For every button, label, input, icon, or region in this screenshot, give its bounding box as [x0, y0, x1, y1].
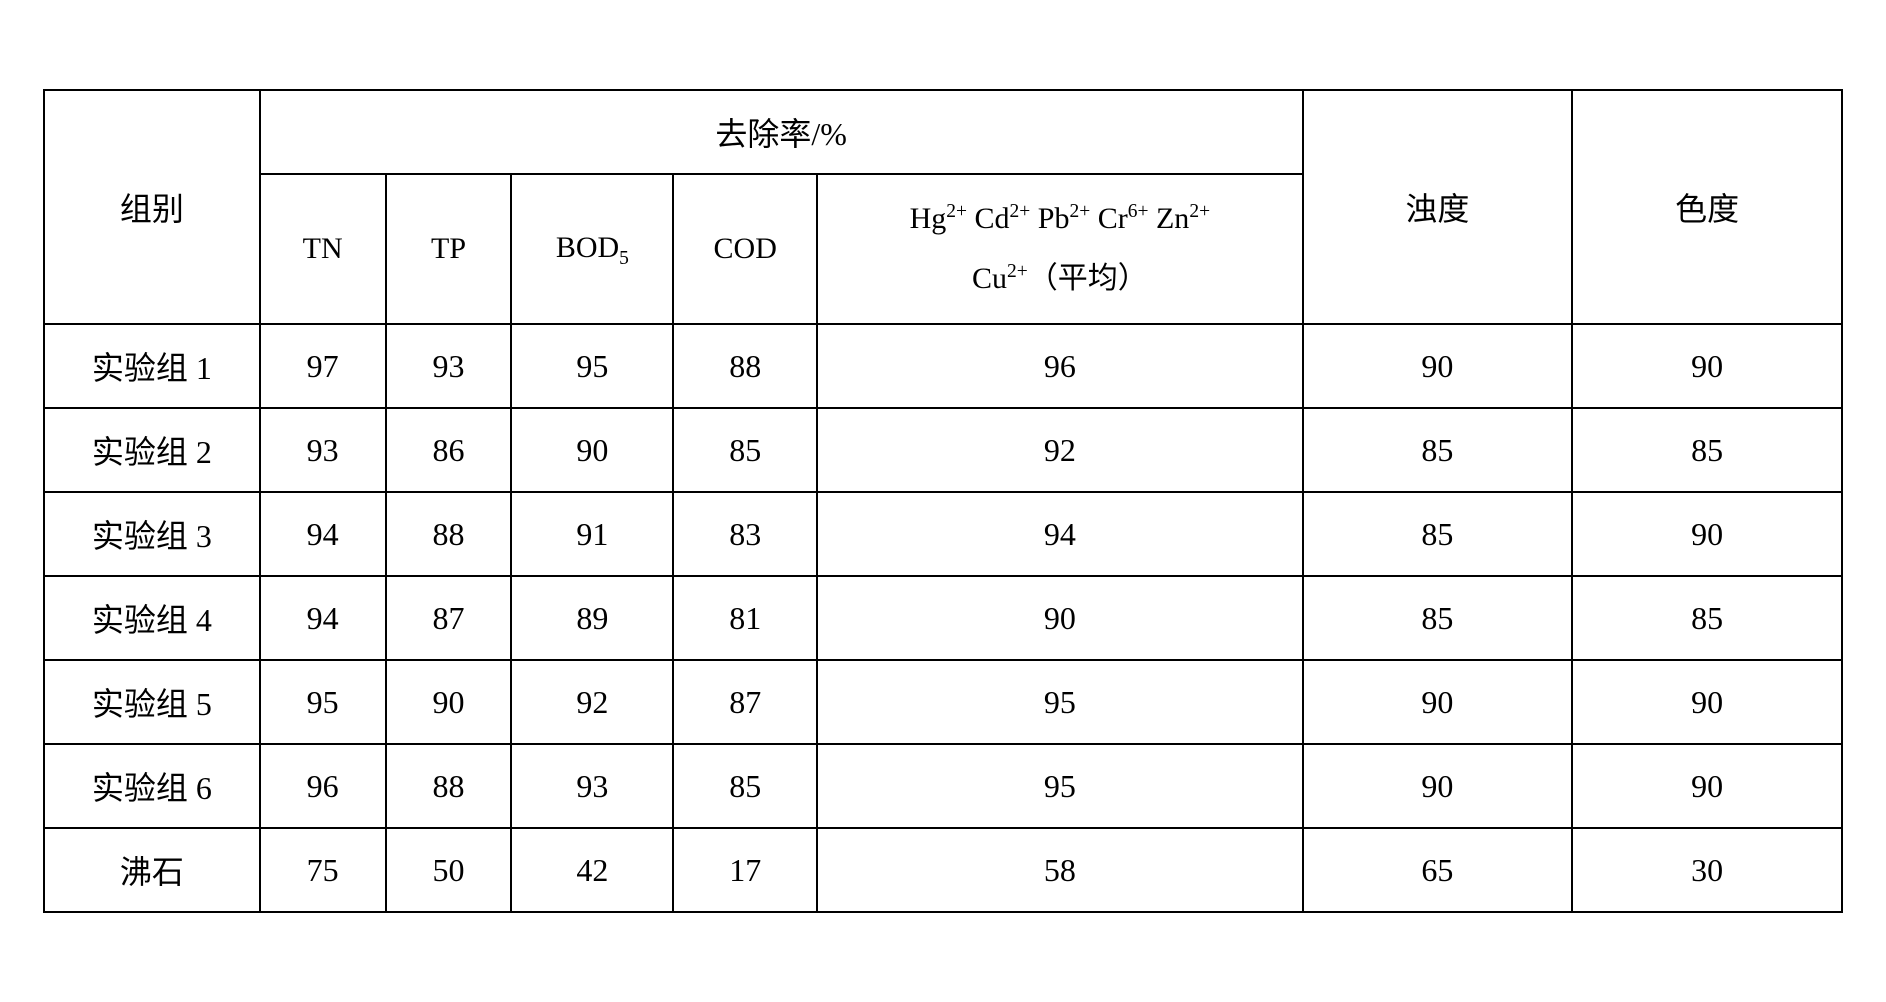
header-group: 组别 [44, 90, 260, 324]
cell-turbidity: 90 [1303, 324, 1573, 408]
cell-cod: 85 [673, 744, 817, 828]
cell-tp: 88 [386, 744, 512, 828]
row-label: 实验组 6 [44, 744, 260, 828]
cell-bod5: 92 [511, 660, 673, 744]
cell-metals: 58 [817, 828, 1302, 912]
cell-tp: 50 [386, 828, 512, 912]
header-removal-rate: 去除率/% [260, 90, 1303, 174]
table-body: 实验组 1 97 93 95 88 96 90 90 实验组 2 93 86 9… [44, 324, 1842, 912]
cell-bod5: 90 [511, 408, 673, 492]
cell-cod: 85 [673, 408, 817, 492]
cell-tp: 88 [386, 492, 512, 576]
row-label: 实验组 2 [44, 408, 260, 492]
cell-chroma: 90 [1572, 324, 1842, 408]
cell-metals: 96 [817, 324, 1302, 408]
header-chroma: 色度 [1572, 90, 1842, 324]
cell-metals: 95 [817, 660, 1302, 744]
cell-tn: 75 [260, 828, 386, 912]
table-row: 实验组 3 94 88 91 83 94 85 90 [44, 492, 1842, 576]
header-row-1: 组别 去除率/% 浊度 色度 [44, 90, 1842, 174]
cell-tn: 95 [260, 660, 386, 744]
cell-tp: 86 [386, 408, 512, 492]
header-turbidity: 浊度 [1303, 90, 1573, 324]
cell-turbidity: 90 [1303, 744, 1573, 828]
cell-metals: 92 [817, 408, 1302, 492]
cell-chroma: 90 [1572, 492, 1842, 576]
removal-rate-table: 组别 去除率/% 浊度 色度 TN TP BOD5 COD Hg2+ Cd2+ … [43, 89, 1843, 913]
row-label: 沸石 [44, 828, 260, 912]
cell-chroma: 30 [1572, 828, 1842, 912]
cell-tp: 93 [386, 324, 512, 408]
table-row: 沸石 75 50 42 17 58 65 30 [44, 828, 1842, 912]
cell-cod: 88 [673, 324, 817, 408]
header-tp: TP [386, 174, 512, 324]
cell-tn: 96 [260, 744, 386, 828]
cell-cod: 87 [673, 660, 817, 744]
cell-tp: 87 [386, 576, 512, 660]
cell-turbidity: 85 [1303, 408, 1573, 492]
cell-chroma: 90 [1572, 660, 1842, 744]
cell-turbidity: 85 [1303, 576, 1573, 660]
cell-tn: 93 [260, 408, 386, 492]
data-table-container: 组别 去除率/% 浊度 色度 TN TP BOD5 COD Hg2+ Cd2+ … [43, 89, 1843, 913]
cell-bod5: 42 [511, 828, 673, 912]
cell-bod5: 89 [511, 576, 673, 660]
metals-line-1: Hg2+ Cd2+ Pb2+ Cr6+ Zn2+ [910, 202, 1210, 235]
header-tn: TN [260, 174, 386, 324]
cell-tn: 97 [260, 324, 386, 408]
row-label: 实验组 3 [44, 492, 260, 576]
metals-line-2: Cu2+（平均） [972, 262, 1148, 295]
cell-metals: 95 [817, 744, 1302, 828]
cell-metals: 94 [817, 492, 1302, 576]
cell-cod: 83 [673, 492, 817, 576]
table-row: 实验组 4 94 87 89 81 90 85 85 [44, 576, 1842, 660]
cell-chroma: 85 [1572, 576, 1842, 660]
cell-turbidity: 90 [1303, 660, 1573, 744]
table-row: 实验组 1 97 93 95 88 96 90 90 [44, 324, 1842, 408]
bod5-prefix: BOD [556, 231, 619, 264]
cell-chroma: 90 [1572, 744, 1842, 828]
header-metals: Hg2+ Cd2+ Pb2+ Cr6+ Zn2+ Cu2+（平均） [817, 174, 1302, 324]
cell-metals: 90 [817, 576, 1302, 660]
cell-cod: 17 [673, 828, 817, 912]
bod5-sub: 5 [619, 248, 629, 269]
cell-chroma: 85 [1572, 408, 1842, 492]
cell-turbidity: 85 [1303, 492, 1573, 576]
cell-tn: 94 [260, 576, 386, 660]
cell-bod5: 91 [511, 492, 673, 576]
header-bod5: BOD5 [511, 174, 673, 324]
cell-tp: 90 [386, 660, 512, 744]
cell-bod5: 95 [511, 324, 673, 408]
row-label: 实验组 1 [44, 324, 260, 408]
table-row: 实验组 6 96 88 93 85 95 90 90 [44, 744, 1842, 828]
cell-cod: 81 [673, 576, 817, 660]
cell-turbidity: 65 [1303, 828, 1573, 912]
row-label: 实验组 4 [44, 576, 260, 660]
table-row: 实验组 2 93 86 90 85 92 85 85 [44, 408, 1842, 492]
header-cod: COD [673, 174, 817, 324]
row-label: 实验组 5 [44, 660, 260, 744]
cell-bod5: 93 [511, 744, 673, 828]
table-row: 实验组 5 95 90 92 87 95 90 90 [44, 660, 1842, 744]
cell-tn: 94 [260, 492, 386, 576]
